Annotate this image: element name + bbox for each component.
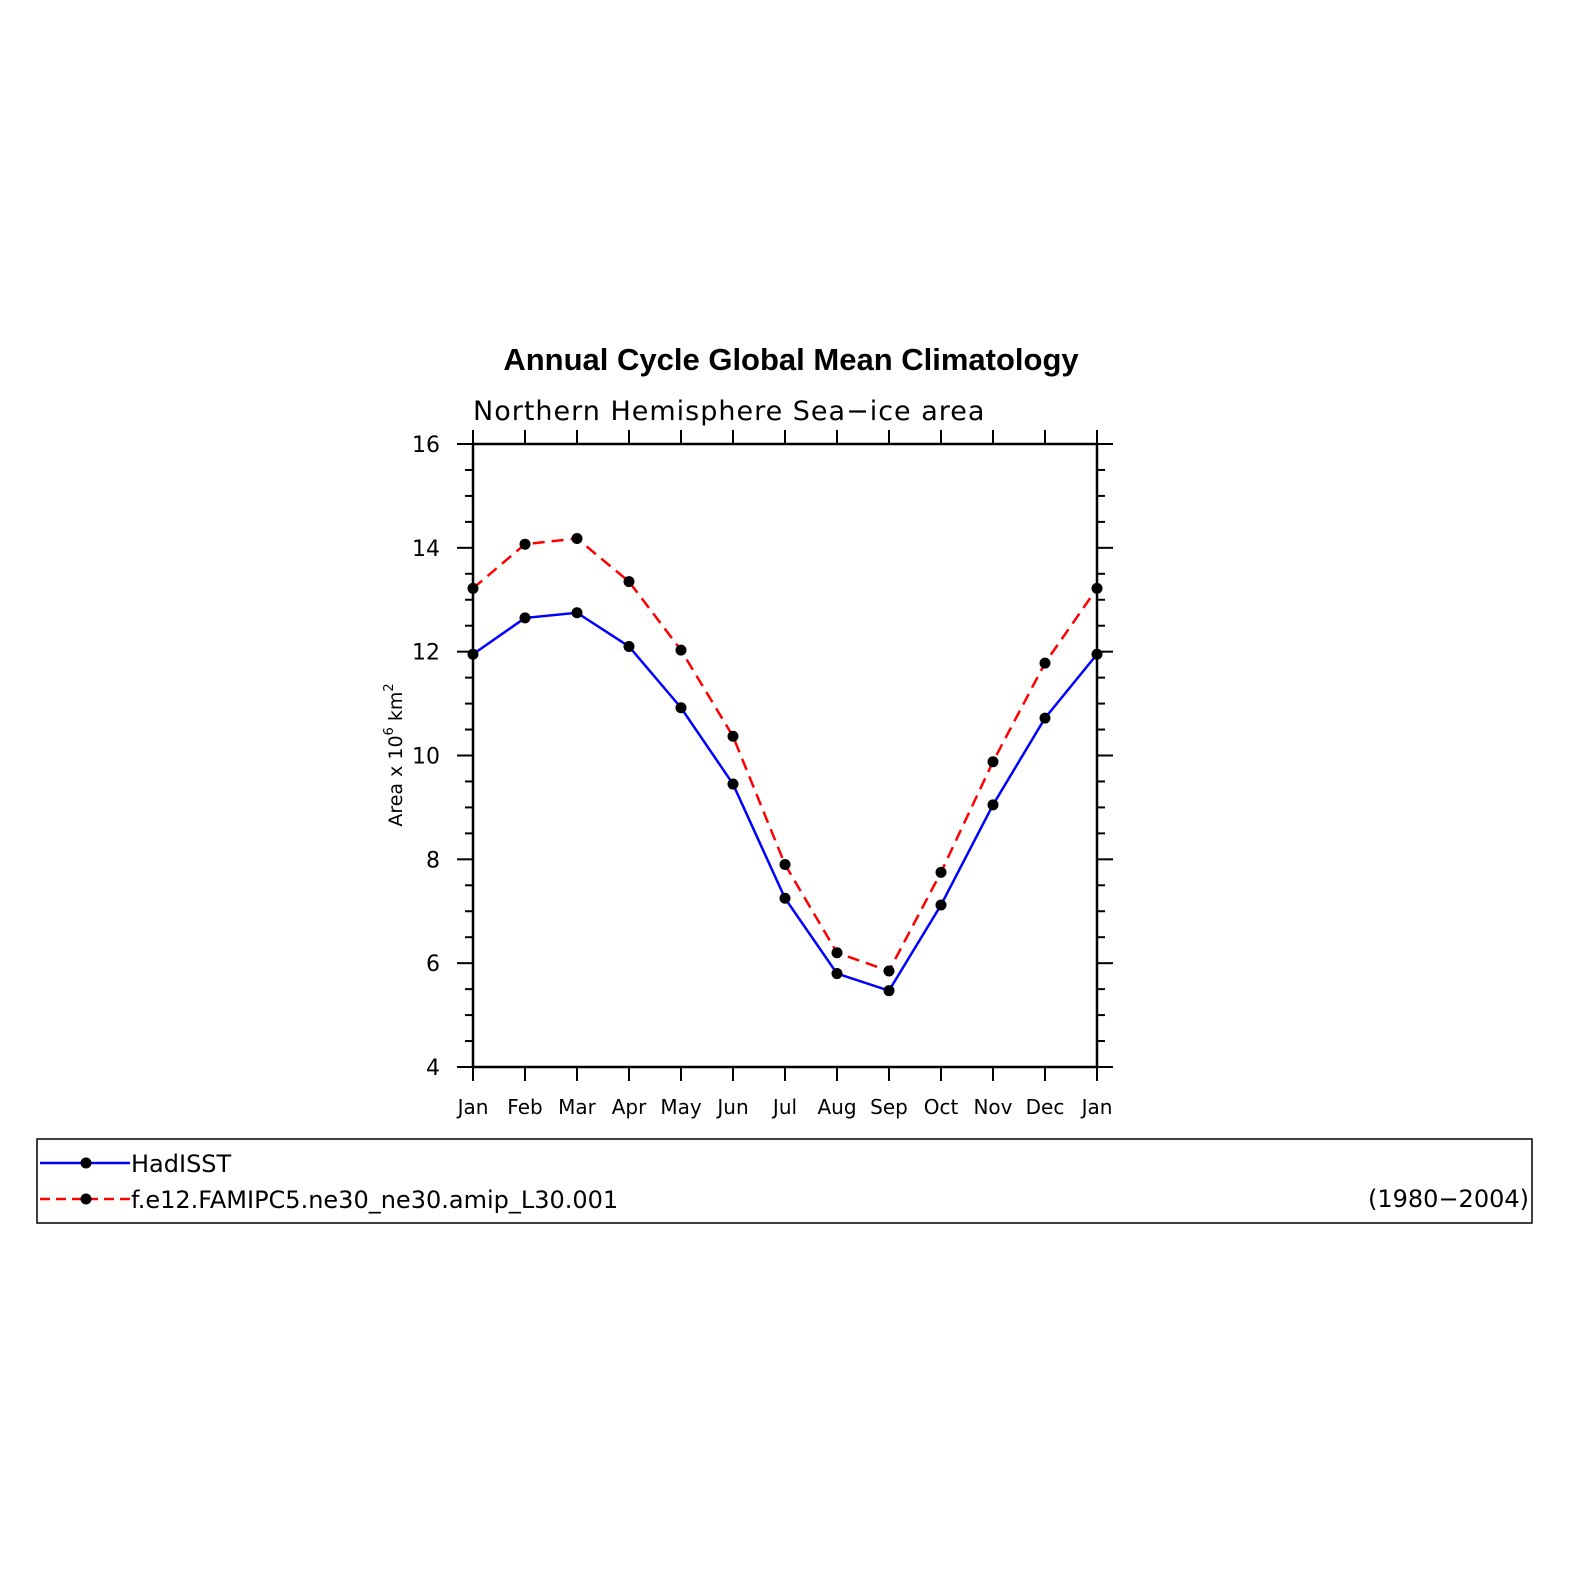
- y-axis-label: Area x 106 km2: [382, 683, 407, 826]
- legend: HadISST f.e12.FAMIPC5.ne30_ne30.amip_L30.…: [36, 1138, 1533, 1224]
- plot-axes: 4 6 8 10 12 14 16 Jan Feb Mar Apr May Jun Jul Aug Sep Oc…: [412, 430, 1113, 1119]
- data-point: [727, 778, 739, 790]
- legend-marker: [80, 1193, 92, 1205]
- legend-label-0: HadISST: [131, 1150, 232, 1178]
- series-line-0: [472, 611, 1098, 993]
- series-line-1: [472, 537, 1099, 973]
- data-point: [831, 947, 843, 959]
- data-point: [779, 859, 791, 871]
- series-layer: [467, 532, 1103, 997]
- data-point: [1091, 582, 1103, 594]
- svg-text:Area x 106 km2: Area x 106 km2: [382, 683, 407, 826]
- x-tick-label: Sep: [870, 1095, 908, 1119]
- data-point: [623, 576, 635, 588]
- x-tick-label: May: [660, 1095, 702, 1119]
- legend-period: (1980−2004): [1368, 1185, 1529, 1213]
- chart-subtitle: Northern Hemisphere Sea−ice area: [473, 396, 985, 427]
- data-point: [883, 965, 895, 977]
- data-point: [987, 756, 999, 768]
- x-tick-label: Mar: [558, 1095, 597, 1119]
- data-point: [883, 985, 895, 997]
- x-tick-label: Nov: [973, 1095, 1012, 1119]
- y-tick-label: 10: [412, 745, 440, 770]
- data-point: [675, 644, 687, 656]
- x-tick-label: Dec: [1026, 1095, 1065, 1119]
- x-tick-label: Aug: [817, 1095, 856, 1119]
- data-point: [1091, 648, 1103, 660]
- data-point: [1039, 657, 1051, 669]
- chart-title: Annual Cycle Global Mean Climatology: [503, 342, 1079, 377]
- x-tick-label: Jun: [715, 1095, 748, 1119]
- y-tick-label: 16: [412, 433, 440, 458]
- y-tick-label: 4: [426, 1056, 440, 1081]
- x-tick-label: Jul: [771, 1095, 797, 1119]
- y-tick-label: 8: [426, 848, 440, 873]
- data-point: [831, 968, 843, 980]
- legend-label-1: f.e12.FAMIPC5.ne30_ne30.amip_L30.001: [131, 1186, 618, 1214]
- data-point: [467, 648, 479, 660]
- plot-frame: [471, 442, 1099, 1069]
- x-tick-label: Feb: [507, 1095, 542, 1119]
- data-point: [571, 607, 583, 619]
- data-point: [571, 532, 583, 544]
- data-point: [727, 730, 739, 742]
- data-point: [935, 866, 947, 878]
- x-tick-label: Oct: [924, 1095, 959, 1119]
- data-point: [675, 702, 687, 714]
- legend-marker: [80, 1157, 92, 1169]
- data-point: [935, 899, 947, 911]
- data-point: [1039, 712, 1051, 724]
- x-tick-label: Apr: [612, 1095, 647, 1119]
- y-tick-label: 6: [426, 952, 440, 977]
- x-tick-label: Jan: [1080, 1095, 1113, 1119]
- y-tick-label: 12: [412, 641, 440, 666]
- data-point: [519, 612, 531, 624]
- data-point: [779, 892, 791, 904]
- data-point: [987, 799, 999, 811]
- data-point: [467, 582, 479, 594]
- x-tick-label: Jan: [456, 1095, 489, 1119]
- data-point: [623, 640, 635, 652]
- y-tick-label: 14: [412, 537, 440, 562]
- legend-box: [36, 1138, 1533, 1224]
- data-point: [519, 538, 531, 550]
